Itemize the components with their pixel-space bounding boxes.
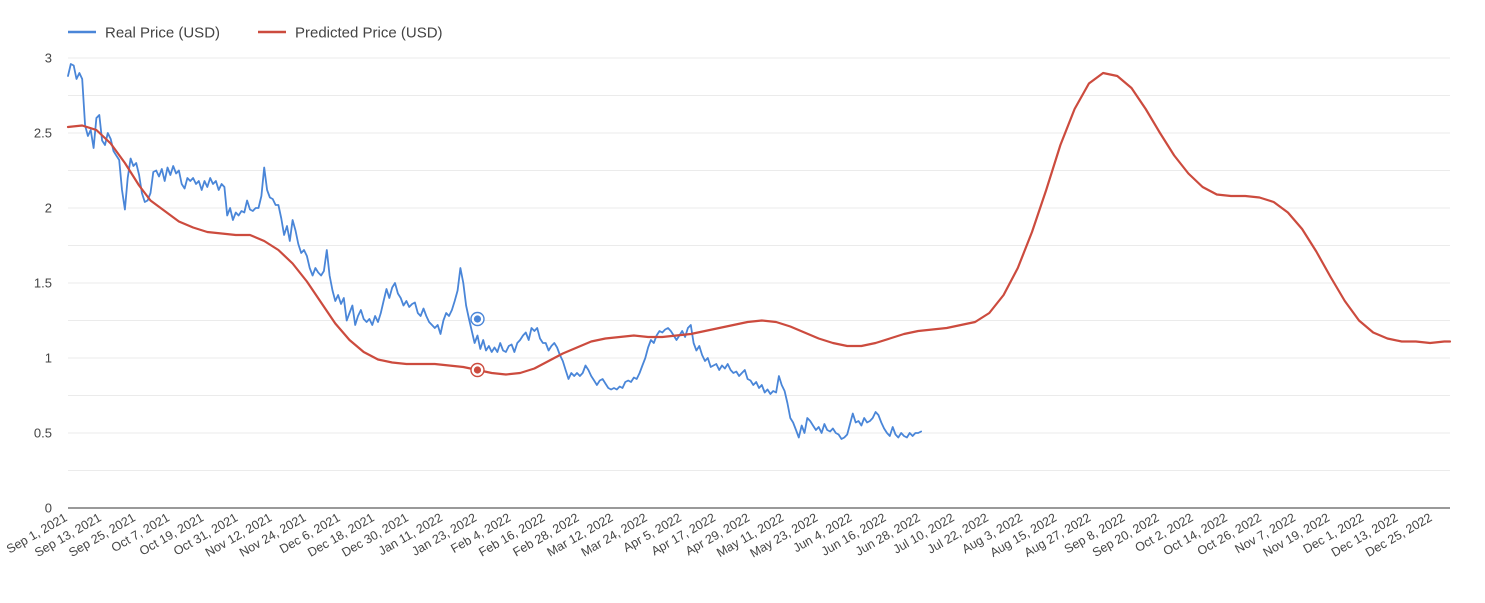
y-tick-label: 1 bbox=[45, 351, 52, 366]
y-axis-ticks: 0 0.5 1 1.5 2 2.5 3 bbox=[34, 51, 52, 516]
legend-label-predicted-price[interactable]: Predicted Price (USD) bbox=[295, 25, 443, 42]
legend-label-real-price[interactable]: Real Price (USD) bbox=[105, 25, 220, 42]
gridlines bbox=[68, 57, 1450, 509]
series-line-real-price bbox=[67, 63, 922, 440]
series-layer bbox=[66, 63, 1452, 440]
y-tick-label: 3 bbox=[45, 51, 52, 66]
y-tick-label: 0 bbox=[45, 501, 52, 516]
chart-legend[interactable]: Real Price (USD) Predicted Price (USD) bbox=[68, 25, 443, 42]
predicted-price-hover-point[interactable] bbox=[473, 366, 482, 374]
y-tick-label: 0.5 bbox=[34, 426, 52, 441]
highlight-markers bbox=[470, 311, 485, 378]
real-price-hover-point[interactable] bbox=[473, 315, 482, 323]
y-tick-label: 2.5 bbox=[34, 126, 52, 141]
series-line-predicted-price bbox=[66, 71, 1452, 376]
y-tick-label: 1.5 bbox=[34, 276, 52, 291]
y-tick-label: 2 bbox=[45, 201, 52, 216]
